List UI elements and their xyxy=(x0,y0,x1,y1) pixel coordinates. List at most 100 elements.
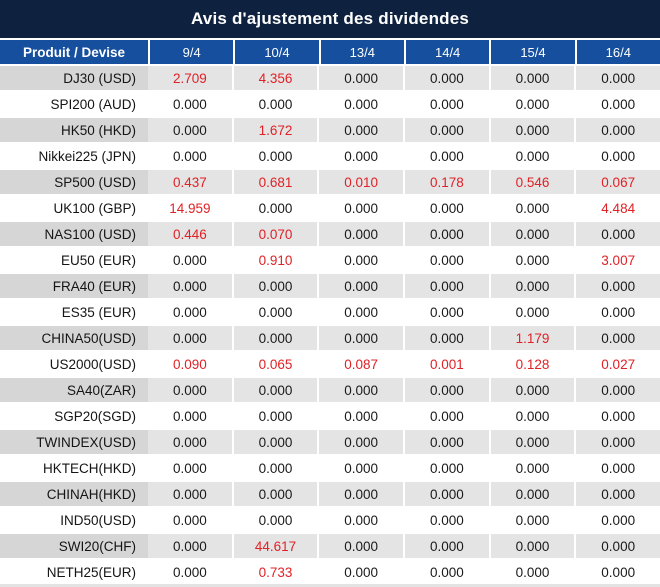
value-cell: 0.000 xyxy=(488,248,575,272)
table-row: US2000(USD) 0.090 0.065 0.087 0.001 0.128 0.02… xyxy=(0,350,660,376)
value-cell: 0.000 xyxy=(403,118,489,142)
table-row: Nikkei225 (JPN) 0.000 0.000 0.000 0.000 0.000… xyxy=(0,142,660,168)
value-cell: 0.000 xyxy=(488,144,575,168)
value-cell: 0.000 xyxy=(403,378,489,402)
product-cell: TWINDEX(USD) xyxy=(0,430,148,454)
table-row: IND50(USD) 0.000 0.000 0.000 0.000 0.000 0.000 xyxy=(0,506,660,532)
value-cell: 0.000 xyxy=(317,482,404,506)
value-cell: 0.000 xyxy=(231,144,318,168)
value-cell: 0.000 xyxy=(488,482,575,506)
value-cell: 0.000 xyxy=(317,404,404,428)
product-cell: UK100 (GBP) xyxy=(0,196,148,220)
value-cell: 0.000 xyxy=(574,300,660,324)
value-cell: 0.000 xyxy=(403,508,489,532)
value-cell: 0.000 xyxy=(574,378,660,402)
value-cell: 0.000 xyxy=(148,92,232,116)
value-cell: 0.065 xyxy=(231,352,318,376)
product-cell: DJ30 (USD) xyxy=(0,66,148,90)
value-cell: 0.070 xyxy=(231,222,318,246)
value-cell: 0.000 xyxy=(574,66,660,90)
value-cell: 0.000 xyxy=(574,118,660,142)
value-cell: 0.000 xyxy=(317,326,404,350)
value-cell: 0.000 xyxy=(403,560,489,584)
product-cell: NAS100 (USD) xyxy=(0,222,148,246)
product-cell: CHINAH(HKD) xyxy=(0,482,148,506)
table-row: SPI200 (AUD) 0.000 0.000 0.000 0.000 0.000 0.0… xyxy=(0,90,660,116)
product-cell: SPI200 (AUD) xyxy=(0,92,148,116)
value-cell: 0.000 xyxy=(488,456,575,480)
value-cell: 0.000 xyxy=(574,404,660,428)
value-cell: 0.000 xyxy=(574,222,660,246)
product-cell: SP500 (USD) xyxy=(0,170,148,194)
value-cell: 0.128 xyxy=(488,352,575,376)
value-cell: 0.000 xyxy=(488,404,575,428)
product-cell: Nikkei225 (JPN) xyxy=(0,144,148,168)
value-cell: 0.000 xyxy=(148,118,232,142)
value-cell: 0.000 xyxy=(148,430,232,454)
value-cell: 0.000 xyxy=(148,274,232,298)
table-row: SA40(ZAR) 0.000 0.000 0.000 0.000 0.000 0.000 xyxy=(0,376,660,402)
value-cell: 0.000 xyxy=(231,430,318,454)
value-cell: 0.000 xyxy=(317,560,404,584)
value-cell: 0.087 xyxy=(317,352,404,376)
product-cell: US2000(USD) xyxy=(0,352,148,376)
product-cell: NETH25(EUR) xyxy=(0,560,148,584)
value-cell: 0.000 xyxy=(488,560,575,584)
value-cell: 0.000 xyxy=(317,430,404,454)
table-row: NAS100 (USD) 0.446 0.070 0.000 0.000 0.000 0.0… xyxy=(0,220,660,246)
value-cell: 0.000 xyxy=(317,66,404,90)
table-row: SGP20(SGD) 0.000 0.000 0.000 0.000 0.000 0.000 xyxy=(0,402,660,428)
value-cell: 0.178 xyxy=(403,170,489,194)
column-header-date: 14/4 xyxy=(403,40,489,64)
value-cell: 0.000 xyxy=(231,404,318,428)
value-cell: 0.000 xyxy=(231,326,318,350)
value-cell: 0.001 xyxy=(403,352,489,376)
value-cell: 0.000 xyxy=(148,534,232,558)
value-cell: 3.007 xyxy=(574,248,660,272)
value-cell: 4.484 xyxy=(574,196,660,220)
product-cell: IND50(USD) xyxy=(0,508,148,532)
value-cell: 0.067 xyxy=(574,170,660,194)
value-cell: 0.910 xyxy=(231,248,318,272)
value-cell: 0.000 xyxy=(317,508,404,532)
page-title: Avis d'ajustement des dividendes xyxy=(0,0,660,38)
value-cell: 0.000 xyxy=(231,456,318,480)
value-cell: 0.000 xyxy=(231,482,318,506)
value-cell: 0.000 xyxy=(574,92,660,116)
table-body: DJ30 (USD) 2.709 4.356 0.000 0.000 0.000 0.000… xyxy=(0,64,660,584)
value-cell: 0.000 xyxy=(231,274,318,298)
value-cell: 0.000 xyxy=(403,300,489,324)
value-cell: 0.027 xyxy=(574,352,660,376)
value-cell: 1.179 xyxy=(488,326,575,350)
column-header-date: 16/4 xyxy=(574,40,660,64)
table-row: EU50 (EUR) 0.000 0.910 0.000 0.000 0.000 3.007 xyxy=(0,246,660,272)
value-cell: 0.000 xyxy=(231,92,318,116)
value-cell: 0.000 xyxy=(148,456,232,480)
value-cell: 1.672 xyxy=(231,118,318,142)
table-row: SP500 (USD) 0.437 0.681 0.010 0.178 0.546 0.06… xyxy=(0,168,660,194)
table-row: DJ30 (USD) 2.709 4.356 0.000 0.000 0.000 0.000 xyxy=(0,64,660,90)
table-row: HK50 (HKD) 0.000 1.672 0.000 0.000 0.000 0.000 xyxy=(0,116,660,142)
value-cell: 0.000 xyxy=(148,404,232,428)
value-cell: 0.000 xyxy=(317,118,404,142)
value-cell: 0.000 xyxy=(403,274,489,298)
value-cell: 0.000 xyxy=(148,378,232,402)
value-cell: 0.000 xyxy=(148,144,232,168)
value-cell: 0.000 xyxy=(403,222,489,246)
value-cell: 0.000 xyxy=(148,560,232,584)
value-cell: 14.959 xyxy=(148,196,232,220)
value-cell: 0.000 xyxy=(403,482,489,506)
value-cell: 0.000 xyxy=(231,378,318,402)
value-cell: 0.000 xyxy=(403,404,489,428)
product-cell: FRA40 (EUR) xyxy=(0,274,148,298)
value-cell: 0.000 xyxy=(317,196,404,220)
value-cell: 0.000 xyxy=(488,378,575,402)
product-cell: EU50 (EUR) xyxy=(0,248,148,272)
value-cell: 44.617 xyxy=(231,534,318,558)
table-header-row: Produit / Devise 9/4 10/4 13/4 14/4 15/4 16/4 xyxy=(0,38,660,64)
value-cell: 0.000 xyxy=(403,430,489,454)
product-cell: HK50 (HKD) xyxy=(0,118,148,142)
value-cell: 0.000 xyxy=(488,430,575,454)
value-cell: 0.090 xyxy=(148,352,232,376)
